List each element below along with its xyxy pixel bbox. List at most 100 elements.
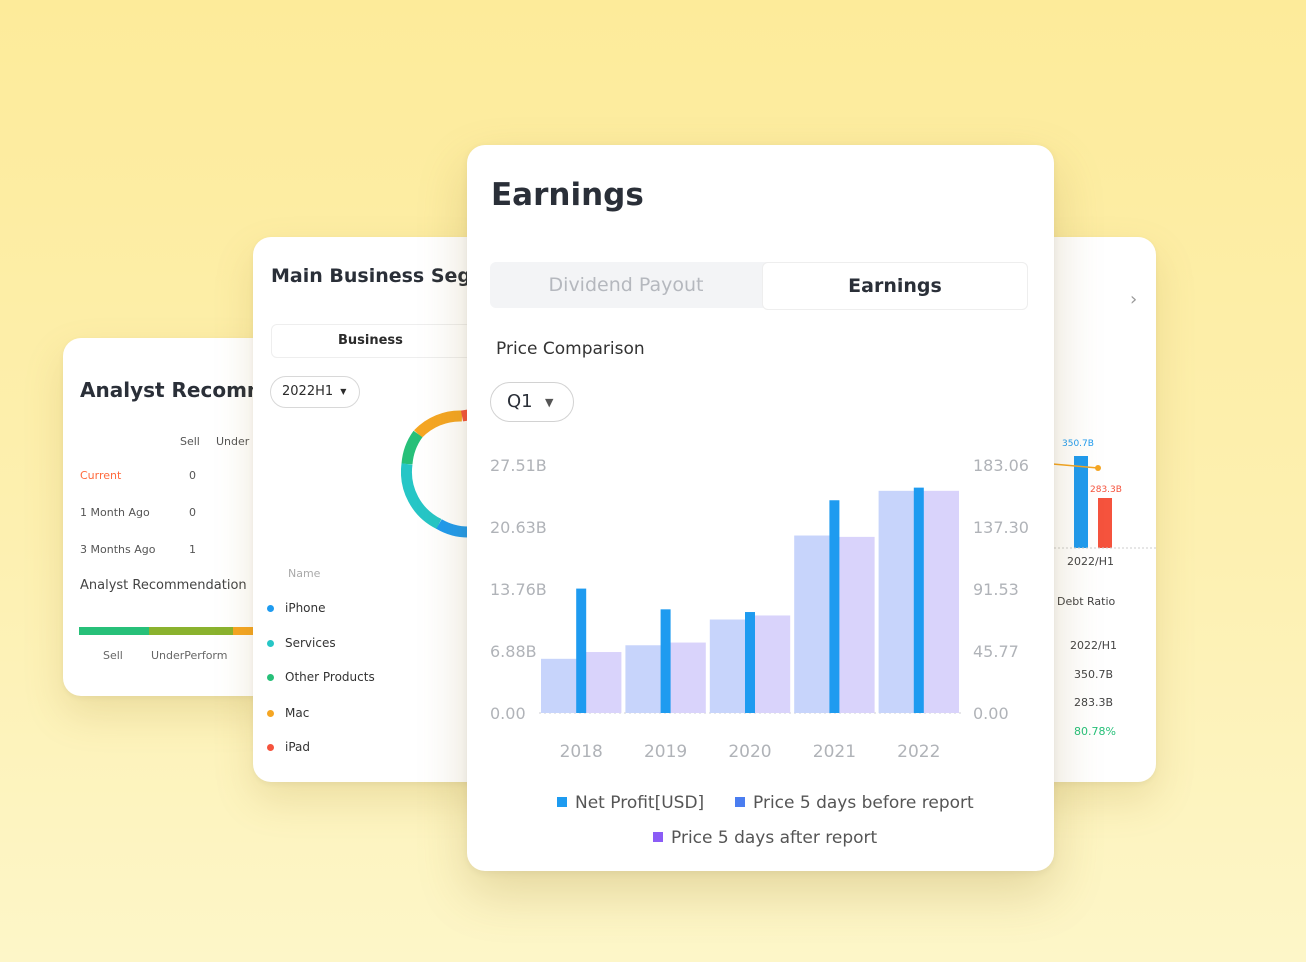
- legend-item-ipad[interactable]: iPad: [267, 740, 310, 754]
- donut-segment-other: [401, 430, 423, 465]
- price-after-bar: [665, 642, 706, 713]
- legend-price-after[interactable]: Price 5 days after report: [653, 828, 877, 848]
- net-profit-bar: [660, 609, 671, 713]
- legend-dot: [267, 605, 274, 612]
- left-tick-label: 0.00: [490, 704, 526, 723]
- legend-label: Mac: [285, 706, 310, 720]
- legend-price-before[interactable]: Price 5 days before report: [735, 793, 974, 813]
- sell-bar: [79, 627, 149, 635]
- earnings-title: Earnings: [491, 177, 644, 213]
- legend-item-mac[interactable]: Mac: [267, 706, 309, 720]
- legend-label: iPad: [285, 740, 311, 754]
- price-after-bar: [918, 490, 959, 713]
- legend-dot: [267, 710, 274, 717]
- legend-swatch: [653, 832, 663, 842]
- left-tick-label: 27.51B: [490, 456, 547, 475]
- debt-mini-chart: [1030, 456, 1156, 549]
- debt-period: 2022/H1: [1067, 555, 1114, 568]
- legend-label: Price 5 days before report: [753, 793, 974, 813]
- chevron-down-icon: ▼: [545, 396, 554, 409]
- row-1month-value: 0: [189, 506, 196, 519]
- debt-table-liabilities: 283.3B: [1074, 696, 1114, 709]
- donut-segment-services: [401, 463, 442, 529]
- segments-title: Main Business Segm: [271, 265, 491, 287]
- analyst-title: Analyst Recomm: [80, 378, 268, 402]
- debt-table-total: 350.7B: [1074, 668, 1114, 681]
- legend-item-services[interactable]: Services: [267, 636, 336, 650]
- debt-ratio-label: Debt Ratio: [1057, 595, 1116, 608]
- legend-dot: [267, 674, 274, 681]
- net-profit-bar: [576, 588, 587, 713]
- debt-ratio-point: [1095, 465, 1101, 471]
- segments-tab-bar: Business: [271, 324, 483, 358]
- row-current-label: Current: [80, 469, 122, 482]
- chevron-down-icon: ▼: [340, 387, 347, 396]
- right-tick-label: 45.77: [973, 642, 1019, 661]
- left-tick-label: 6.88B: [490, 642, 537, 661]
- quarter-select[interactable]: Q1 ▼: [490, 382, 574, 422]
- legend-label: Services: [285, 636, 336, 650]
- debt-bar-value-1: 350.7B: [1062, 439, 1094, 449]
- price-after-bar: [750, 615, 791, 713]
- col-sell: Sell: [180, 435, 200, 448]
- chevron-right-icon[interactable]: ›: [1130, 289, 1138, 310]
- legend-label: Price 5 days after report: [671, 828, 878, 848]
- price-comparison-chart: 27.51B 20.63B 13.76B 6.88B 0.00 183.06 137.30 9…: [490, 456, 1029, 762]
- price-before-bar: [541, 658, 582, 713]
- legend-label: iPhone: [285, 601, 326, 615]
- net-profit-bar: [745, 612, 755, 713]
- price-before-bar: [625, 645, 666, 713]
- tab-business[interactable]: Business: [338, 333, 403, 348]
- row-3months-label: 3 Months Ago: [80, 543, 156, 556]
- legend-dot: [267, 744, 274, 751]
- main-business-segments-card: Main Business Segm Business 2022H1 ▼ Nam…: [253, 237, 493, 782]
- row-current-value: 0: [189, 469, 196, 482]
- tab-dividend-payout[interactable]: Dividend Payout: [548, 274, 704, 296]
- donut-segment-mac: [414, 410, 463, 438]
- x-tick-label: 2022: [897, 742, 940, 762]
- price-after-bar: [581, 652, 622, 713]
- net-profit-bar: [829, 500, 840, 713]
- net-profit-bar: [913, 487, 924, 713]
- legend-swatch: [735, 797, 745, 807]
- x-tick-label: 2021: [813, 742, 856, 762]
- right-tick-label: 137.30: [973, 518, 1029, 537]
- tab-earnings[interactable]: Earnings: [762, 262, 1028, 310]
- quarter-value: Q1: [507, 391, 533, 412]
- price-before-bar: [878, 490, 919, 713]
- left-tick-label: 13.76B: [490, 580, 547, 599]
- underperform-bar: [149, 627, 233, 635]
- legend-dot: [267, 640, 274, 647]
- right-tick-label: 0.00: [973, 704, 1009, 723]
- debt-table-ratio: 80.78%: [1074, 725, 1116, 738]
- right-tick-label: 91.53: [973, 580, 1019, 599]
- debt-bar-liabilities: [1098, 498, 1112, 548]
- right-tick-label: 183.06: [973, 456, 1029, 475]
- row-3months-value: 1: [189, 543, 196, 556]
- legend-label: Net Profit[USD]: [575, 793, 705, 813]
- analyst-subtitle: Analyst Recommendation: [80, 578, 247, 593]
- legend-net-profit[interactable]: Net Profit[USD]: [557, 793, 704, 813]
- legend-header: Name: [288, 567, 321, 580]
- x-tick-label: 2018: [560, 742, 603, 762]
- period-select[interactable]: 2022H1 ▼: [270, 376, 360, 408]
- earnings-tab-bar: Dividend Payout Earnings: [490, 262, 1028, 310]
- price-after-bar: [834, 536, 875, 713]
- underperform-bar-label: UnderPerform: [151, 649, 228, 662]
- legend-label: Other Products: [285, 670, 375, 684]
- sell-bar-label: Sell: [103, 649, 123, 662]
- price-before-bar: [709, 619, 750, 713]
- period-value: 2022H1: [282, 384, 334, 399]
- legend-swatch: [557, 797, 567, 807]
- price-comparison-heading: Price Comparison: [496, 339, 645, 359]
- debt-bar-value-2: 283.3B: [1090, 485, 1122, 495]
- analyst-recommendation-card: Analyst Recomm Sell Under Current 0 1 Mo…: [63, 338, 278, 696]
- left-tick-label: 20.63B: [490, 518, 547, 537]
- earnings-card: Earnings Dividend Payout Earnings Price …: [467, 145, 1054, 871]
- debt-bar-total: [1074, 456, 1088, 548]
- legend-item-iphone[interactable]: iPhone: [267, 601, 326, 615]
- hold-bar: [233, 627, 263, 635]
- x-tick-label: 2019: [644, 742, 687, 762]
- x-tick-label: 2020: [728, 742, 771, 762]
- legend-item-other-products[interactable]: Other Products: [267, 670, 375, 684]
